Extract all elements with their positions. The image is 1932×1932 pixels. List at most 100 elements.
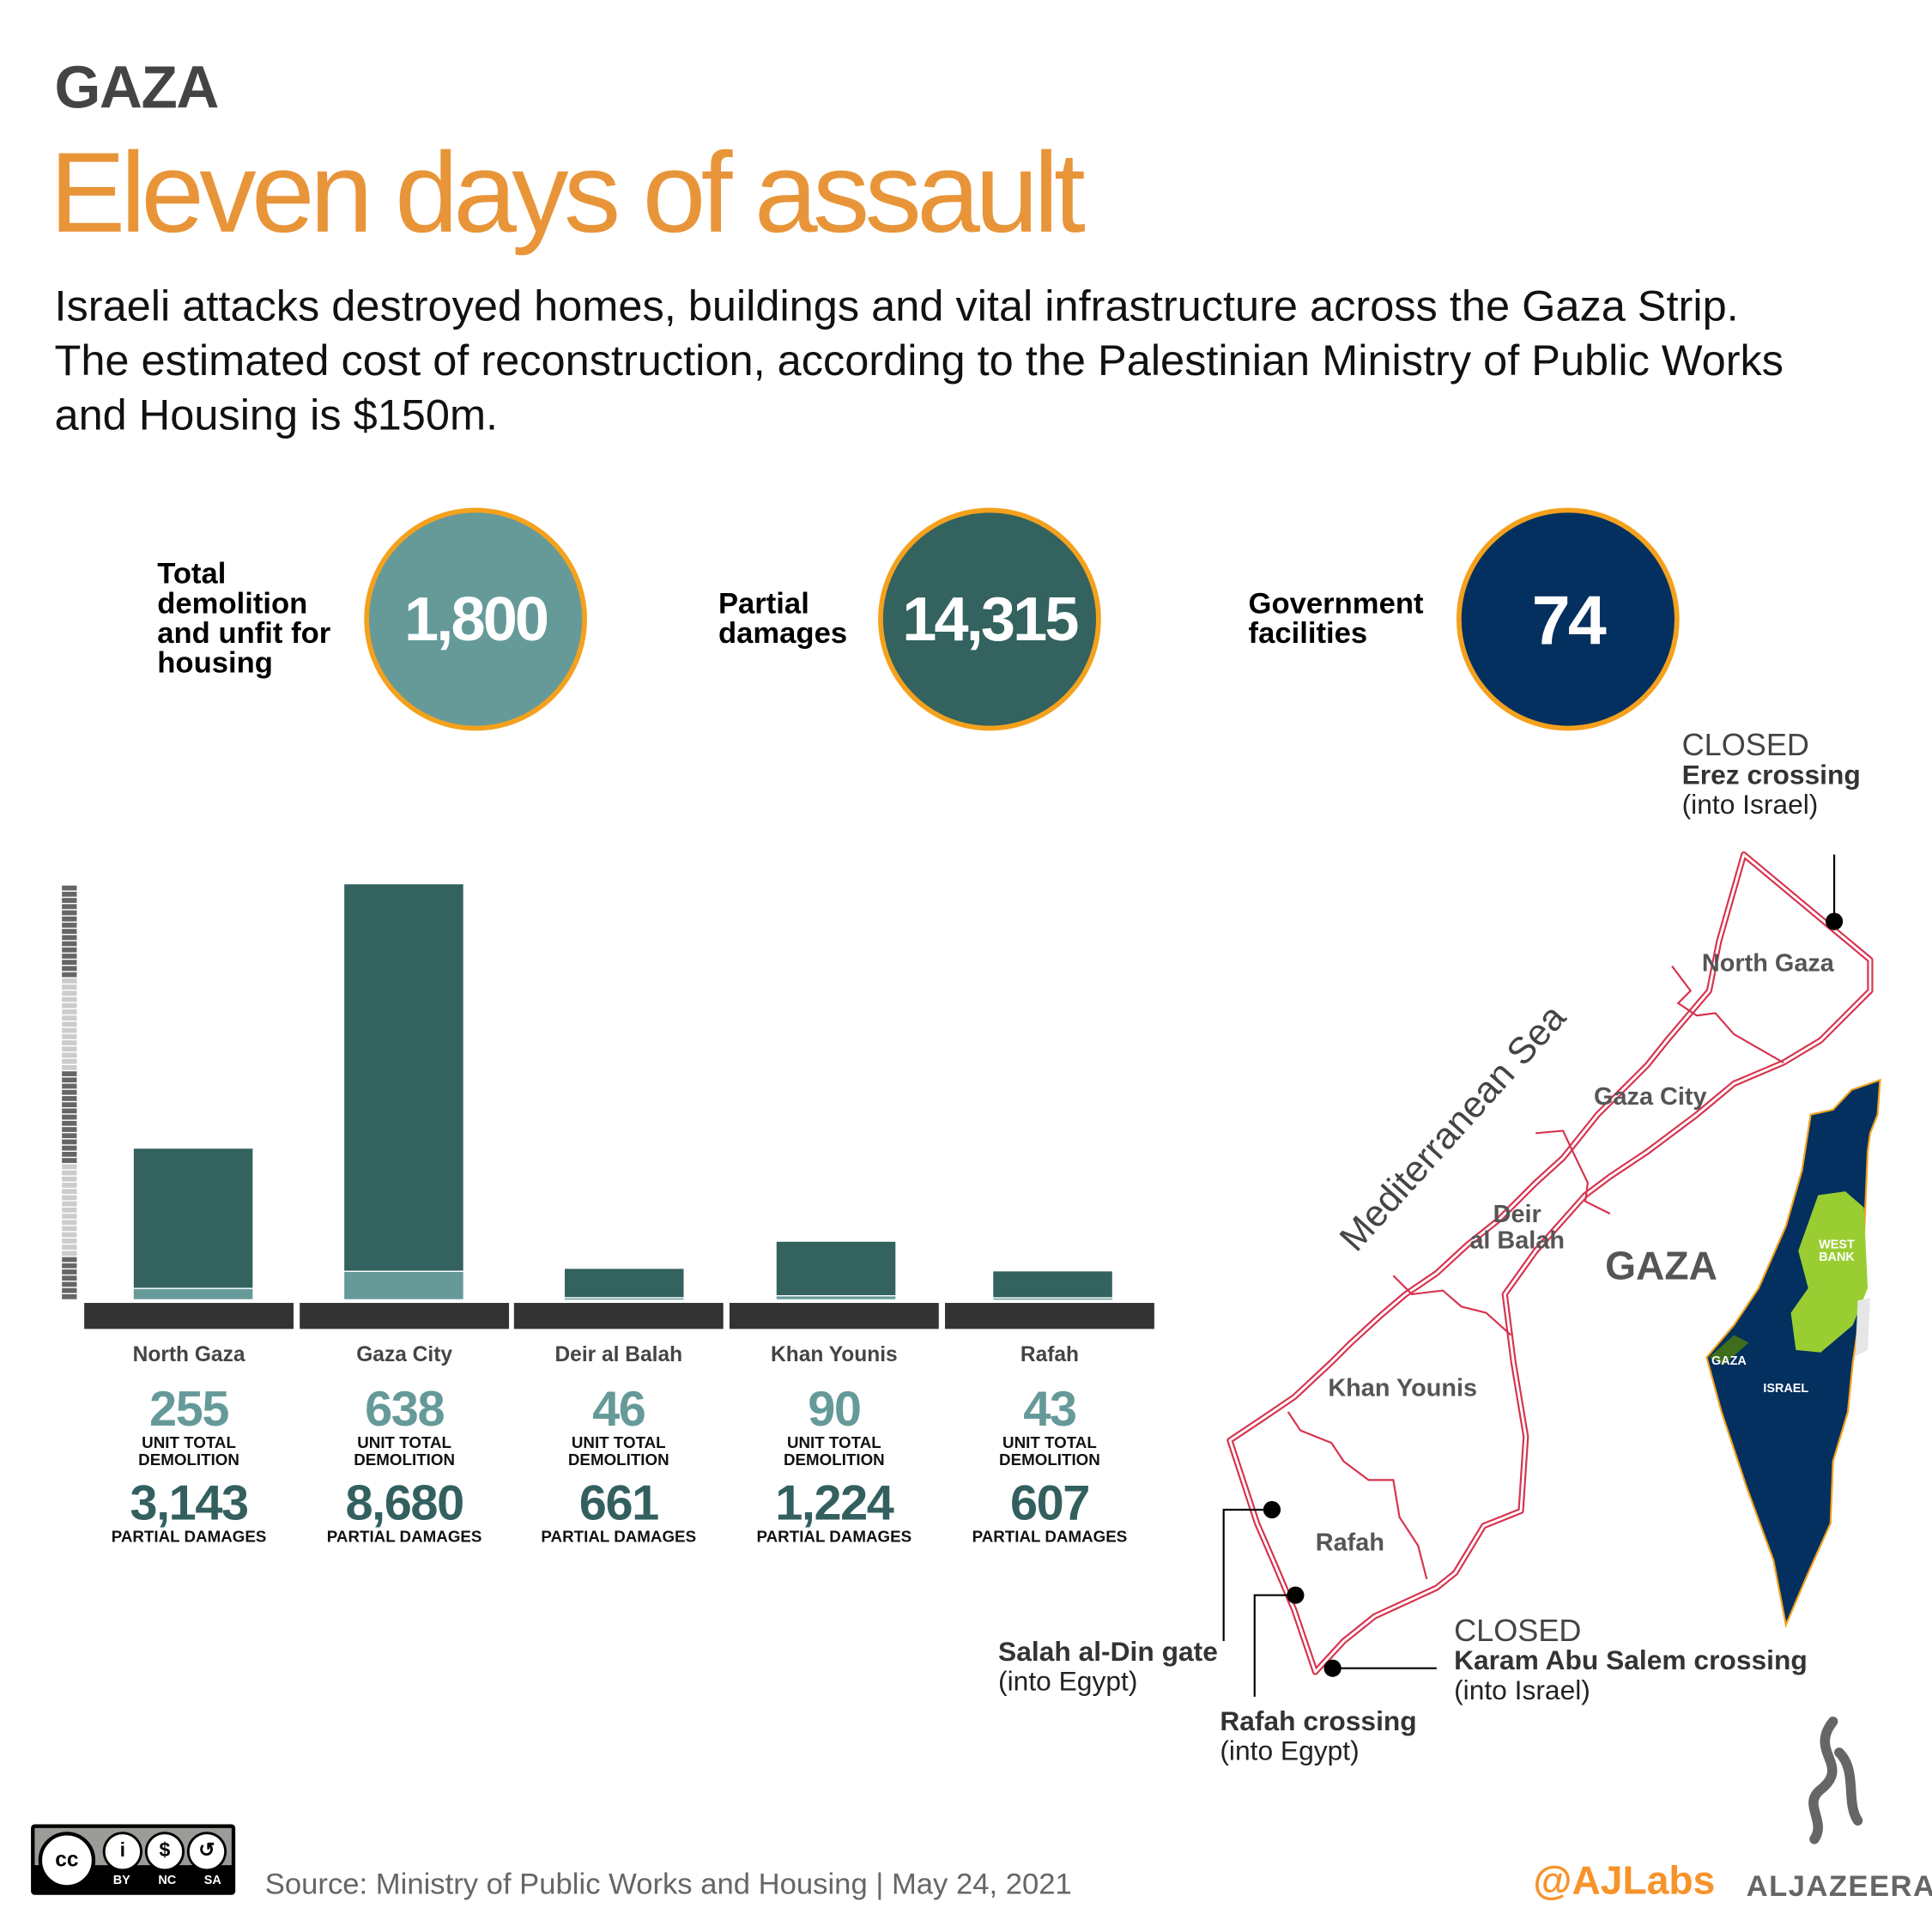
partial-caption: PARTIAL DAMAGES (326, 1527, 482, 1546)
axis-tick (62, 1269, 77, 1275)
axis-tick (62, 1293, 77, 1299)
axis-tick (62, 1263, 77, 1269)
demolition-value: 255 (149, 1382, 229, 1437)
category-base (513, 1303, 724, 1329)
axis-tick (62, 1245, 77, 1250)
inset-gaza-label: GAZA (1711, 1354, 1747, 1368)
category-base (945, 1303, 1154, 1329)
region-label-rafah: Rafah (1315, 1529, 1384, 1557)
stat-label-government: Government facilities (1248, 586, 1424, 651)
district-borders (1287, 965, 1784, 1580)
gaza-inset-shape (1709, 1335, 1749, 1366)
axis-tick (62, 1214, 77, 1219)
axis-tick (62, 1127, 77, 1132)
ajlabs-handle[interactable]: @AJLabs (1533, 1857, 1716, 1903)
axis-tick (62, 1120, 77, 1126)
axis-tick (62, 1083, 77, 1089)
rafah-name: Rafah crossing (1220, 1705, 1417, 1737)
axis-tick (62, 972, 77, 978)
bar-partial (565, 1269, 684, 1298)
axis-tick (62, 990, 77, 996)
axis-tick (62, 1239, 77, 1244)
axis-tick (62, 984, 77, 990)
axis-tick (62, 1033, 77, 1039)
axis-tick (62, 954, 77, 959)
axis-tick (62, 1027, 77, 1033)
salah-note: (into Egypt) (998, 1665, 1138, 1697)
axis-tick (62, 996, 77, 1002)
axis-tick (62, 1220, 77, 1226)
category-label: Rafah (1020, 1342, 1080, 1366)
axis-tick (62, 1287, 77, 1293)
bar-partial (133, 1148, 253, 1288)
license-by: BY (112, 1874, 130, 1888)
axis-tick (62, 1170, 77, 1176)
page-title: Eleven days of assault (49, 130, 1086, 257)
salah-name: Salah al-Din gate (998, 1636, 1218, 1668)
axis-tick (62, 923, 77, 928)
rafah-crossing-marker (1287, 1586, 1305, 1604)
axis-tick (62, 910, 77, 916)
axis-tick (62, 1232, 77, 1238)
attribution-icon: i (102, 1832, 142, 1872)
sharealike-icon: ↺ (186, 1832, 227, 1872)
category-base (729, 1303, 939, 1329)
demolition-caption: UNIT TOTAL (142, 1432, 236, 1452)
region-stats: Rafah 43 UNIT TOTAL DEMOLITION 607 PARTIAL DA… (942, 1342, 1159, 1546)
source-note: Source: Ministry of Public Works and Hou… (264, 1868, 1072, 1902)
karam-crossing-label: CLOSED Karam Abu Salem crossing (into Is… (1454, 1615, 1808, 1706)
stat-circle-demolition: 1,800 (364, 507, 587, 731)
west-bank-shape (1790, 1191, 1868, 1353)
partial-value: 661 (578, 1476, 659, 1531)
demolition-caption: UNIT TOTAL (571, 1432, 666, 1452)
erez-crossing-marker (1825, 912, 1844, 930)
salah-gate-marker (1263, 1500, 1281, 1519)
region-stats: North Gaza 255 UNIT TOTAL DEMOLITION 3,143 PA… (81, 1342, 298, 1546)
axis-tick (62, 1064, 77, 1070)
partial-value: 3,143 (130, 1476, 249, 1531)
axis-tick (62, 1183, 77, 1188)
axis-tick (62, 1021, 77, 1027)
category-label: Gaza City (356, 1342, 453, 1366)
axis-tick (62, 960, 77, 966)
axis-tick (62, 1102, 77, 1108)
axis-tick (62, 1195, 77, 1201)
karam-crossing-marker (1323, 1659, 1341, 1677)
bar-demolition (344, 1271, 463, 1299)
license-nc: NC (158, 1874, 177, 1888)
axis-tick (62, 1108, 77, 1114)
demolition-caption: DEMOLITION (783, 1450, 885, 1469)
axis-tick (62, 891, 77, 897)
axis-tick (62, 1275, 77, 1281)
axis-tick (62, 1096, 77, 1101)
region-label-deir: Deir (1493, 1201, 1541, 1229)
axis-tick (62, 978, 77, 984)
demolition-caption: UNIT TOTAL (786, 1432, 881, 1452)
axis-tick (62, 1009, 77, 1014)
axis-tick (62, 1257, 77, 1263)
region-stats: Gaza City 638 UNIT TOTAL DEMOLITION 8,680 PAR… (296, 1342, 513, 1546)
axis-tick (62, 1058, 77, 1064)
axis-tick (62, 1251, 77, 1257)
kicker: GAZA (54, 55, 219, 122)
dead-sea-shape (1855, 1298, 1870, 1357)
axis-tick (62, 941, 77, 947)
erez-note: (into Israel) (1681, 789, 1819, 821)
erez-name: Erez crossing (1681, 759, 1861, 790)
demolition-value: 43 (1023, 1382, 1077, 1437)
axis-tick (62, 1133, 77, 1139)
bar-demolition (133, 1288, 253, 1299)
cc-icon: cc (38, 1832, 96, 1889)
axis-tick (62, 1158, 77, 1163)
axis-tick (62, 1189, 77, 1195)
demolition-value: 90 (808, 1382, 862, 1437)
category-label: Khan Younis (771, 1342, 898, 1366)
aljazeera-wordmark: ALJAZEERA (1746, 1869, 1932, 1904)
rafah-crossing-label: Rafah crossing (into Egypt) (1220, 1706, 1416, 1765)
axis-tick (62, 1201, 77, 1207)
axis-tick (62, 1164, 77, 1170)
axis-tick (62, 929, 77, 935)
axis-tick (62, 1151, 77, 1157)
karam-note: (into Israel) (1454, 1674, 1590, 1706)
